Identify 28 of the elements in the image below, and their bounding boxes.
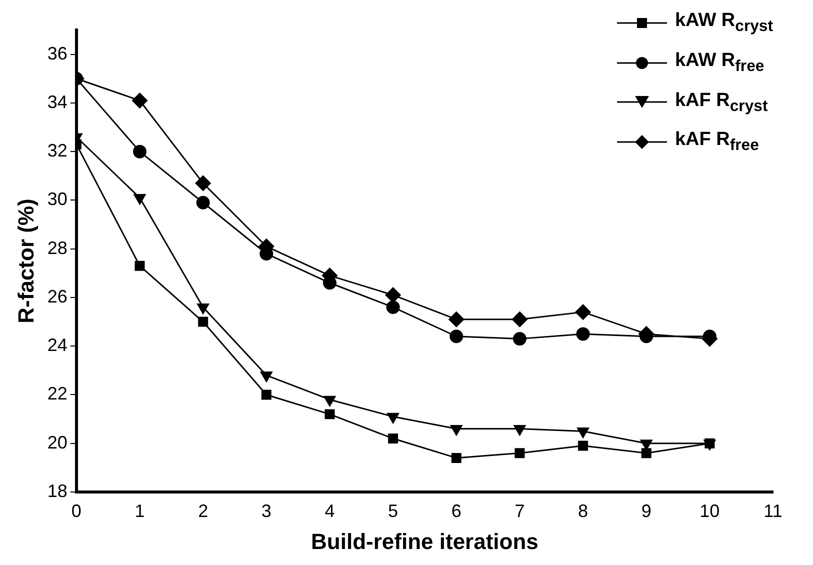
y-tick-label: 30 [47,189,68,210]
x-tick-label: 2 [198,500,208,521]
y-tick-label: 34 [47,92,68,112]
y-axis-title: R-factor (%) [13,198,38,324]
y-tick-label: 20 [47,432,68,452]
y-tick-label: 26 [47,286,68,306]
y-tick-label: 24 [47,335,68,356]
x-tick-label: 5 [388,500,398,521]
x-tick-label: 0 [71,500,82,521]
x-tick-label: 7 [514,500,525,521]
legend-label: kAF R$_{cryst}$ [674,90,768,116]
legend-label: kAW R$_{free}$ [674,50,764,76]
x-tick-label: 9 [641,500,652,521]
x-tick-label: 1 [134,500,145,521]
y-tick-label: 22 [47,384,68,404]
x-tick-label: 10 [700,500,720,521]
x-tick-label: 8 [578,500,588,521]
x-tick-label: 4 [324,500,335,521]
x-tick-label: 3 [261,500,272,521]
legend-label: kAW R$_{cryst}$ [674,10,773,36]
y-tick-label: 18 [47,480,68,501]
y-tick-label: 28 [47,238,68,258]
legend-label: kAF R$_{free}$ [674,129,759,156]
x-axis-title: Build-refine iterations [311,528,538,554]
x-tick-label: 11 [764,500,782,521]
y-tick-label: 36 [47,43,68,64]
x-tick-label: 6 [451,500,462,521]
y-tick-label: 32 [47,140,68,161]
